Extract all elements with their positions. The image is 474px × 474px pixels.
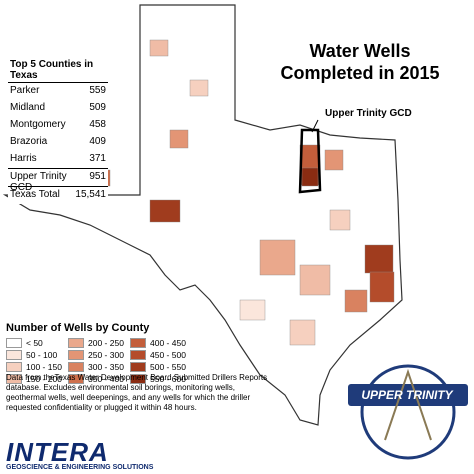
- top-counties-table: Top 5 Counties in Texas Parker 559 Midland…: [8, 58, 108, 204]
- legend-label: 200 - 250: [88, 337, 124, 348]
- legend-item: 150 - 200: [6, 373, 68, 384]
- legend-item: 200 - 250: [68, 337, 130, 348]
- well-count: 371: [89, 153, 106, 164]
- county: [324, 149, 344, 171]
- county: [239, 299, 266, 321]
- legend-swatch: [68, 337, 84, 348]
- county: [149, 199, 181, 223]
- legend-item: 100 - 150: [6, 361, 68, 372]
- callout-label: Upper Trinity GCD: [325, 108, 412, 119]
- legend-label: 550 - 600: [150, 373, 186, 384]
- legend-item: 250 - 300: [68, 349, 130, 360]
- legend-label: 50 - 100: [26, 349, 58, 360]
- well-count: 951: [89, 171, 106, 182]
- legend-title: Number of Wells by County: [6, 322, 150, 334]
- legend-swatch: [68, 373, 84, 384]
- legend-swatch: [130, 361, 146, 372]
- county: [344, 289, 368, 313]
- legend-label: 250 - 300: [88, 349, 124, 360]
- legend-item: < 50: [6, 337, 68, 348]
- table-row: Parker 559: [8, 83, 108, 100]
- well-count: 458: [89, 119, 106, 130]
- legend-item: 300 - 350: [68, 361, 130, 372]
- legend-swatch: [6, 361, 22, 372]
- county: [299, 264, 331, 296]
- legend-swatch: [130, 337, 146, 348]
- table-rows: Parker 559 Midland 509 Montgomery 458 Brazoria…: [8, 83, 108, 204]
- county: [149, 39, 169, 57]
- well-count: 15,541: [75, 189, 106, 200]
- legend-item: 50 - 100: [6, 349, 68, 360]
- legend-swatch: [68, 361, 84, 372]
- county-name: Harris: [10, 153, 37, 164]
- county-name: Upper Trinity GCD: [10, 171, 67, 193]
- legend-swatch: [6, 349, 22, 360]
- badge-banner: [348, 384, 468, 406]
- county: [369, 271, 395, 303]
- legend-label: 500 - 550: [150, 361, 186, 372]
- logo-name: INTERA: [6, 437, 109, 467]
- legend-label: 350 - 400: [88, 373, 124, 384]
- county-name: Midland: [10, 102, 46, 113]
- legend-label: 150 - 200: [26, 373, 62, 384]
- upper-trinity-badge: [348, 364, 468, 460]
- table-row: Brazoria 409: [8, 134, 108, 151]
- legend-item: 350 - 400: [68, 373, 130, 384]
- county-name: Parker: [10, 85, 40, 96]
- table-row: Texas Total 15,541: [8, 186, 108, 204]
- table-row: Midland 509: [8, 100, 108, 117]
- table-row: Upper Trinity GCD 951: [8, 168, 108, 193]
- legend-item: 550 - 600: [130, 373, 192, 384]
- table-title: Top 5 Counties in Texas: [8, 58, 108, 83]
- county: [169, 129, 189, 149]
- badge-text: UPPER TRINITY: [361, 388, 453, 402]
- legend-item: 500 - 550: [130, 361, 192, 372]
- legend-item: 400 - 450: [130, 337, 192, 348]
- legend-item: 450 - 500: [130, 349, 192, 360]
- county: [301, 167, 319, 187]
- legend-items: < 50 50 - 100 100 - 150 150 - 200 200 - 250 2…: [6, 337, 206, 384]
- legend: Number of Wells by County < 50 50 - 100 10…: [6, 322, 206, 384]
- callout-leader: [311, 119, 319, 133]
- table-row: Montgomery 458: [8, 117, 108, 134]
- well-count: 409: [89, 136, 106, 147]
- legend-swatch: [6, 337, 22, 348]
- legend-swatch: [6, 373, 22, 384]
- county-name: Montgomery: [10, 119, 66, 130]
- legend-label: < 50: [26, 337, 43, 348]
- badge-windmill: [384, 368, 432, 441]
- county: [364, 244, 394, 274]
- county: [289, 319, 316, 346]
- legend-swatch: [130, 373, 146, 384]
- well-count: 559: [89, 85, 106, 96]
- county-name: Texas Total: [10, 189, 60, 200]
- legend-label: 300 - 350: [88, 361, 124, 372]
- legend-label: 100 - 150: [26, 361, 62, 372]
- source-note: Data from theTexas Water Development Boa…: [6, 373, 268, 412]
- intera-logo: INTERA GEOSCIENCE & ENGINEERING SOLUTION…: [6, 437, 154, 471]
- county: [189, 79, 209, 97]
- legend-label: 400 - 450: [150, 337, 186, 348]
- map-title: Water Wells Completed in 2015: [280, 41, 440, 83]
- table-row: Harris 371: [8, 151, 108, 168]
- county: [259, 239, 296, 276]
- well-count: 509: [89, 102, 106, 113]
- county-name: Brazoria: [10, 136, 48, 147]
- county: [329, 209, 351, 231]
- badge-ring: [360, 364, 456, 460]
- legend-label: 450 - 500: [150, 349, 186, 360]
- legend-swatch: [130, 349, 146, 360]
- legend-swatch: [68, 349, 84, 360]
- logo-tagline: GEOSCIENCE & ENGINEERING SOLUTIONS: [6, 464, 154, 471]
